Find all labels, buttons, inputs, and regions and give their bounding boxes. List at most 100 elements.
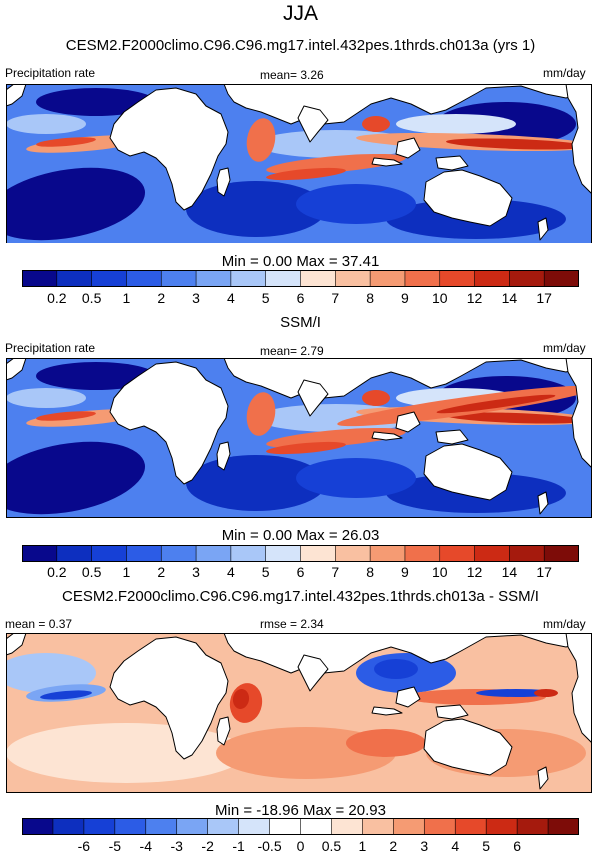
itcz-band — [436, 394, 556, 414]
colorbar-tick-label: 9 — [401, 564, 409, 580]
itcz-band — [446, 138, 586, 150]
dry-zone — [6, 167, 146, 241]
colorbar-swatch — [335, 270, 371, 287]
landmass — [371, 431, 403, 441]
moist-zone — [6, 388, 86, 408]
colorbar-swatch — [22, 270, 58, 287]
itcz-band — [266, 153, 406, 175]
landmass — [435, 429, 469, 445]
itcz-band — [266, 441, 346, 455]
dry-zone — [186, 455, 326, 511]
map-frame — [6, 358, 592, 518]
colorbar-swatch — [547, 818, 579, 835]
colorbar-swatch — [176, 818, 209, 835]
diff-zone — [346, 729, 426, 757]
landmass — [216, 441, 231, 471]
itcz-band — [36, 137, 96, 147]
landmass — [537, 491, 549, 515]
colorbar-swatch — [404, 545, 441, 562]
landmass — [435, 704, 469, 720]
colorbar-tick-label: 6 — [513, 838, 521, 854]
colorbar-swatch — [114, 818, 147, 835]
panel1-units-label: mm/day — [543, 66, 586, 80]
colorbar-tick-label: 14 — [501, 564, 518, 580]
landmass — [565, 358, 592, 469]
colorbar-tick-label: 2 — [157, 290, 166, 306]
colorbar-swatch — [126, 270, 163, 287]
colorbar-tick-label: 0.2 — [47, 290, 67, 306]
colorbar-tick-label: 6 — [296, 564, 305, 580]
colorbar-tick-label: 8 — [366, 290, 375, 306]
landmass — [109, 361, 229, 485]
panel3-map — [6, 633, 592, 793]
colorbar-swatch — [195, 545, 232, 562]
colorbar-swatch — [516, 818, 549, 835]
colorbar-swatch — [362, 818, 395, 835]
colorbar-tick-label: 1 — [122, 564, 131, 580]
colorbar-swatch — [393, 818, 426, 835]
colorbar-swatch — [269, 818, 302, 835]
landmass — [395, 411, 421, 433]
colorbar-tick-label: -5 — [108, 838, 122, 854]
colorbar-tick-label: 17 — [536, 290, 552, 306]
itcz-band — [266, 427, 406, 449]
colorbar-tick-label: 4 — [226, 290, 235, 306]
landmass — [423, 443, 513, 501]
map-frame — [6, 84, 592, 243]
landmass — [6, 358, 27, 381]
diff-zone — [534, 689, 558, 697]
colorbar-swatch — [56, 270, 93, 287]
colorbar-swatch — [91, 545, 128, 562]
landmass — [537, 217, 549, 241]
panel1-colorbar — [22, 270, 579, 287]
colorbar-tick-label: 2 — [389, 838, 398, 854]
itcz-band — [246, 118, 276, 162]
landmass — [109, 87, 229, 211]
colorbar-swatch — [439, 545, 476, 562]
landmass — [216, 167, 231, 197]
colorbar-swatch — [160, 270, 197, 287]
colorbar-swatch — [509, 270, 545, 287]
colorbar-swatch — [265, 270, 302, 287]
itcz-band — [36, 411, 96, 421]
colorbar-swatch — [300, 270, 337, 287]
colorbar-swatch — [509, 545, 545, 562]
colorbar-tick-label: 8 — [366, 564, 375, 580]
panel2-title: SSM/I — [280, 314, 321, 331]
colorbar-swatch — [22, 545, 58, 562]
colorbar-swatch — [230, 270, 267, 287]
landmass — [216, 716, 231, 746]
colorbar-tick-label: 4 — [451, 838, 460, 854]
colorbar-tick-label: 0.2 — [47, 564, 67, 580]
colorbar-swatch — [404, 270, 441, 287]
colorbar-tick-label: 5 — [261, 564, 270, 580]
panel1-mean-label: mean= 3.26 — [260, 68, 324, 82]
panel2-units-label: mm/day — [543, 341, 586, 355]
panel1-minmax: Min = 0.00 Max = 37.41 — [221, 253, 380, 270]
landmass — [297, 654, 329, 692]
colorbar-swatch — [300, 818, 333, 835]
panel3-minmax: Min = -18.96 Max = 20.93 — [215, 802, 386, 819]
colorbar-swatch — [195, 270, 232, 287]
colorbar-tick-label: 10 — [431, 564, 448, 580]
colorbar-tick-label: 14 — [501, 290, 518, 306]
panel2-minmax: Min = 0.00 Max = 26.03 — [221, 527, 380, 544]
dry-zone — [6, 441, 146, 515]
dry-zone — [296, 458, 416, 498]
colorbar-tick-label: 3 — [192, 290, 200, 306]
landmass — [371, 157, 403, 167]
colorbar-swatch — [145, 818, 178, 835]
colorbar-tick-label: 1 — [122, 290, 131, 306]
diff-zone — [374, 659, 418, 679]
colorbar-swatch — [22, 818, 54, 835]
moist-zone — [396, 114, 516, 134]
colorbar-tick-label: 0.5 — [81, 290, 102, 306]
colorbar-tick-label: 0 — [296, 838, 305, 854]
colorbar-tick-label: 6 — [296, 290, 305, 306]
dry-zone — [36, 88, 156, 116]
dry-zone — [296, 184, 416, 224]
itcz-band — [266, 167, 346, 181]
colorbar-tick-label: -4 — [139, 838, 152, 854]
panel1-left-label: Precipitation rate — [5, 66, 96, 80]
colorbar-swatch — [300, 545, 337, 562]
